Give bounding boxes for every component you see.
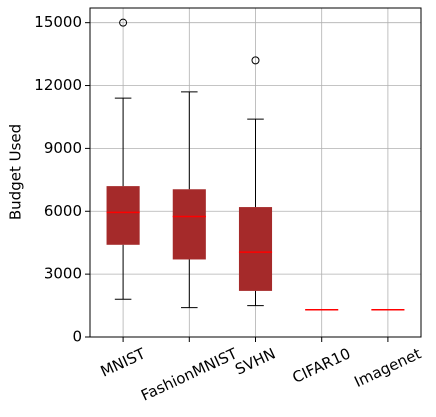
y-tick-label: 12000 bbox=[34, 76, 82, 94]
y-axis-label: Budget Used bbox=[7, 124, 25, 220]
y-tick-label: 15000 bbox=[34, 13, 82, 31]
box bbox=[172, 189, 206, 260]
outlier bbox=[119, 18, 128, 27]
plot-frame bbox=[89, 7, 422, 338]
y-tick-label: 3000 bbox=[44, 265, 82, 283]
box bbox=[106, 186, 140, 245]
y-tick-label: 6000 bbox=[44, 202, 82, 220]
outlier bbox=[251, 56, 260, 65]
y-tick-label: 0 bbox=[72, 328, 82, 346]
y-tick-label: 9000 bbox=[44, 139, 82, 157]
box bbox=[238, 207, 273, 291]
